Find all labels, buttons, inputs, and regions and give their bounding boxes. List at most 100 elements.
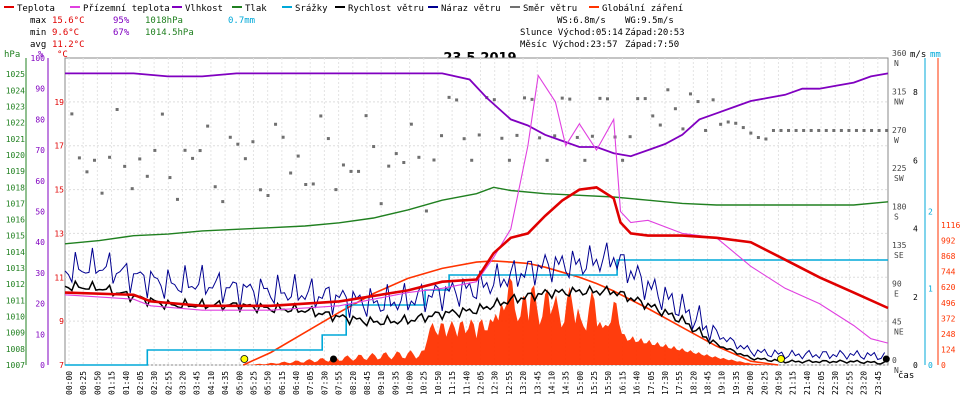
wind-direction-point — [289, 171, 293, 175]
series-radiation-area — [243, 277, 779, 365]
press-tick-label: 1022 — [6, 119, 25, 128]
wind-direction-point — [779, 128, 783, 132]
dir-tick-label: 225 — [892, 164, 907, 173]
x-tick-label: 12:30 — [491, 371, 500, 395]
x-tick-label: 07:05 — [306, 371, 315, 395]
wind-direction-point — [191, 156, 195, 160]
wind-direction-point — [787, 128, 791, 132]
wind-direction-point — [696, 100, 700, 104]
press-tick-label: 1016 — [6, 216, 25, 225]
wind-direction-point — [711, 98, 715, 102]
x-tick-label: 19:35 — [732, 371, 741, 395]
wind-direction-point — [70, 112, 74, 116]
press-tick-label: 1010 — [6, 313, 25, 322]
wind-direction-point — [523, 96, 527, 100]
x-tick-label: 21:40 — [803, 371, 812, 395]
rad-tick-label: 744 — [941, 268, 956, 277]
wind-direction-point — [673, 107, 677, 111]
wind-direction-point — [590, 134, 594, 138]
x-tick-label: 03:20 — [179, 371, 188, 395]
stat-ws: WS:6.8m/s — [557, 16, 606, 26]
wind-direction-point — [794, 128, 798, 132]
wind-direction-point — [274, 122, 278, 126]
wind-direction-point — [605, 97, 609, 101]
x-tick-label: 18:20 — [689, 371, 698, 395]
wind-direction-point — [296, 154, 300, 158]
wind-direction-point — [477, 133, 481, 137]
stat-moon: Měsíc Východ:23:57 — [520, 40, 618, 50]
press-tick-label: 1020 — [6, 151, 25, 160]
stat-sunset: Západ:20:53 — [625, 28, 685, 38]
wind-direction-point — [741, 126, 745, 130]
wind-direction-point — [462, 137, 466, 141]
x-tick-label: 03:45 — [193, 371, 202, 395]
series-humidity — [65, 72, 889, 158]
wind-direction-point — [575, 135, 579, 139]
wind-direction-point — [341, 163, 345, 167]
stat-min-press: 1014.5hPa — [145, 28, 194, 38]
wind-direction-point — [236, 142, 240, 146]
x-tick-label: 21:15 — [789, 371, 798, 395]
temp-tick-label: 13 — [54, 229, 64, 238]
stat-max-temp: 15.6°C — [52, 16, 85, 26]
rad-tick-label: 372 — [941, 314, 956, 323]
wind-direction-point — [145, 174, 149, 178]
wind-direction-point — [530, 97, 534, 101]
hum-tick-label: 70 — [35, 146, 45, 155]
x-tick-label: 04:10 — [207, 371, 216, 395]
wind-direction-point — [243, 157, 247, 161]
temp-tick-label: 9 — [59, 317, 64, 326]
wind-direction-point — [334, 188, 338, 192]
wind-direction-point — [470, 158, 474, 162]
temp-tick-label: 11 — [54, 273, 64, 282]
series-ground-temperature — [64, 73, 889, 344]
wind-direction-point — [726, 120, 730, 124]
x-tick-label: 08:45 — [363, 371, 372, 395]
wind-direction-point — [568, 97, 572, 101]
x-tick-label: 07:30 — [320, 371, 329, 395]
wind-direction-point — [658, 123, 662, 127]
x-tick-label: 18:45 — [704, 371, 713, 395]
hum-axis-unit: % — [38, 50, 44, 60]
x-tick-label: 00:25 — [79, 371, 88, 395]
legend-label: Přízemní teplota — [83, 4, 170, 14]
stat-sun: Slunce Východ:05:14 — [520, 28, 623, 38]
stat-min-hum: 67% — [113, 28, 130, 38]
x-tick-label: 10:00 — [406, 371, 415, 395]
legend-label: Rychlost větru — [348, 4, 424, 14]
wind-direction-point — [628, 135, 632, 139]
rad-tick-label: 0 — [941, 361, 946, 370]
x-tick-label: 06:15 — [278, 371, 287, 395]
wind-direction-point — [402, 161, 406, 165]
dir-tick-name: SE — [894, 251, 904, 260]
wind-direction-point — [621, 158, 625, 162]
x-tick-label: 22:55 — [845, 371, 854, 395]
dir-tick-name: N — [894, 59, 899, 68]
series-wind-gust — [64, 242, 886, 361]
legend-label: Srážky — [295, 4, 328, 14]
legend-label: Globální záření — [602, 4, 683, 14]
wind-tick-label: 6 — [913, 156, 918, 165]
wind-direction-point — [688, 92, 692, 96]
hum-tick-label: 100 — [31, 54, 46, 63]
wind-direction-point — [153, 148, 157, 152]
temp-axis-unit: °C — [57, 50, 68, 60]
wind-direction-point — [455, 98, 459, 102]
wind-direction-point — [206, 124, 210, 128]
stat-max-hum: 95% — [113, 16, 130, 26]
wind-direction-point — [417, 155, 421, 159]
x-tick-label: 20:50 — [774, 371, 783, 395]
dir-tick-name: N — [894, 366, 899, 375]
wind-direction-point — [771, 128, 775, 132]
dir-tick-label: 135 — [892, 241, 907, 250]
wind-direction-point — [734, 121, 738, 125]
x-tick-label: 23:20 — [860, 371, 869, 395]
wind-direction-point — [85, 170, 89, 174]
dir-tick-name: NE — [894, 328, 904, 337]
wind-direction-point — [870, 128, 874, 132]
wind-direction-point — [507, 158, 511, 162]
stat-avg-temp: 11.2°C — [52, 40, 85, 50]
wind-direction-point — [598, 96, 602, 100]
series-temperature — [64, 186, 889, 310]
press-tick-label: 1008 — [6, 345, 25, 354]
